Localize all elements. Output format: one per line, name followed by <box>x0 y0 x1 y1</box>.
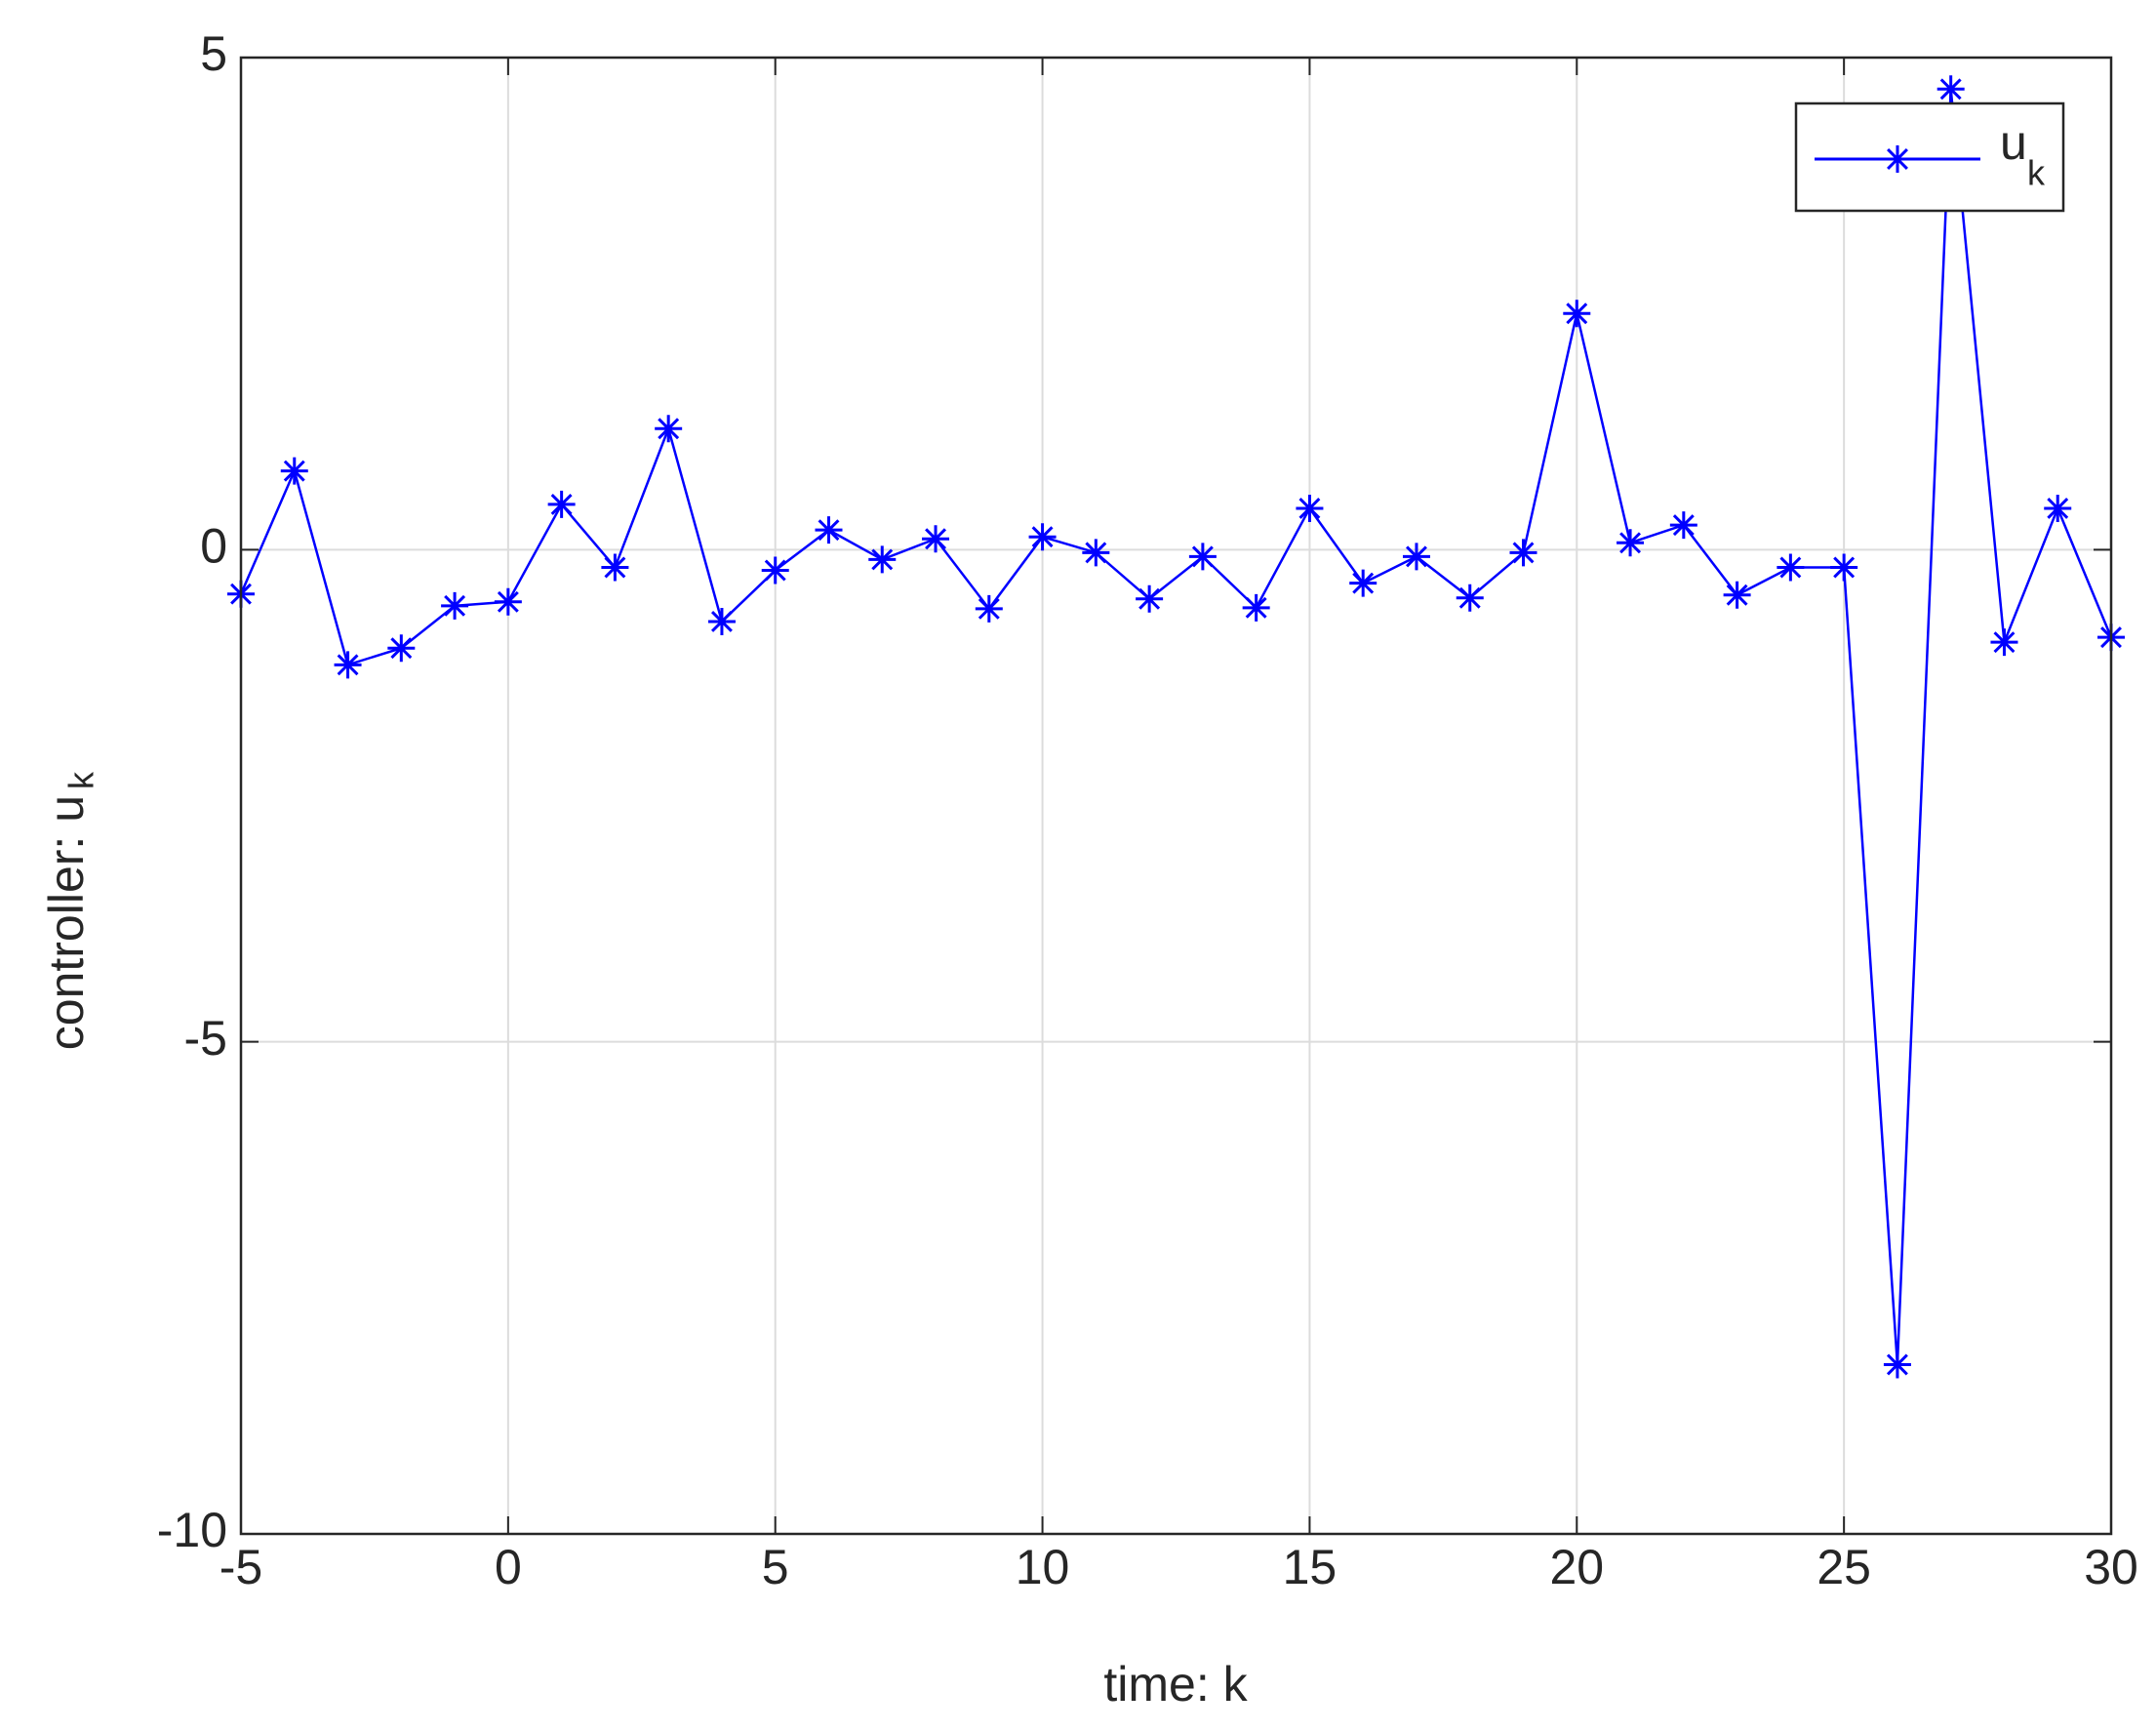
y-tick-label: -10 <box>157 1503 227 1557</box>
data-point <box>1777 553 1805 582</box>
data-point <box>922 525 950 553</box>
data-point <box>1617 529 1645 557</box>
data-point <box>815 516 843 544</box>
data-point <box>2044 494 2072 522</box>
data-point <box>1563 300 1591 328</box>
y-axis-label: controller: u <box>39 795 94 1050</box>
data-point <box>1990 628 2018 657</box>
y-tick-label: 5 <box>200 26 227 81</box>
data-point <box>975 594 1003 623</box>
x-tick-label: 10 <box>1016 1540 1070 1594</box>
data-point <box>334 651 362 679</box>
x-tick-label: 5 <box>762 1540 789 1594</box>
data-point <box>387 634 416 663</box>
data-point <box>494 587 522 616</box>
data-point <box>1136 584 1164 613</box>
data-point <box>280 457 308 485</box>
axes-box <box>239 56 2113 1536</box>
x-axis-label: time: k <box>1103 1657 1248 1712</box>
data-point <box>1242 593 1270 622</box>
x-tick-label: 15 <box>1283 1540 1338 1594</box>
data-point <box>1296 494 1324 522</box>
legend-label: u <box>2000 115 2027 170</box>
data-point <box>441 591 469 620</box>
data-point <box>1082 539 1110 567</box>
y-axis-label-group: controller: u k <box>39 771 100 1050</box>
data-point <box>1402 543 1430 571</box>
x-tick-label: 25 <box>1817 1540 1871 1594</box>
data-point <box>655 415 683 443</box>
data-point <box>1936 75 1965 103</box>
data-point <box>1830 553 1858 582</box>
data-point <box>1456 584 1484 612</box>
data-point <box>1883 1350 1911 1379</box>
legend-label-subscript: k <box>2027 153 2046 193</box>
data-point <box>601 553 629 582</box>
data-point <box>1723 581 1751 609</box>
data-point <box>1349 569 1377 597</box>
x-tick-label: -5 <box>220 1540 262 1594</box>
data-point <box>547 490 576 518</box>
legend-marker <box>1884 145 1911 173</box>
data-point <box>1188 543 1217 571</box>
data-point <box>1509 539 1537 567</box>
y-tick-label: 0 <box>200 519 227 574</box>
legend-box <box>1794 101 2065 213</box>
legend: u k <box>1794 101 2065 213</box>
data-point <box>1028 523 1057 551</box>
x-tick-label: 0 <box>495 1540 522 1594</box>
data-point <box>761 556 789 584</box>
x-tick-label: 20 <box>1549 1540 1604 1594</box>
y-axis-label-subscript: k <box>61 771 101 789</box>
data-point <box>1669 511 1697 540</box>
data-point <box>868 545 897 574</box>
x-tick-label: 30 <box>2084 1540 2138 1594</box>
data-point <box>707 607 736 635</box>
y-tick-label: -5 <box>184 1011 227 1066</box>
